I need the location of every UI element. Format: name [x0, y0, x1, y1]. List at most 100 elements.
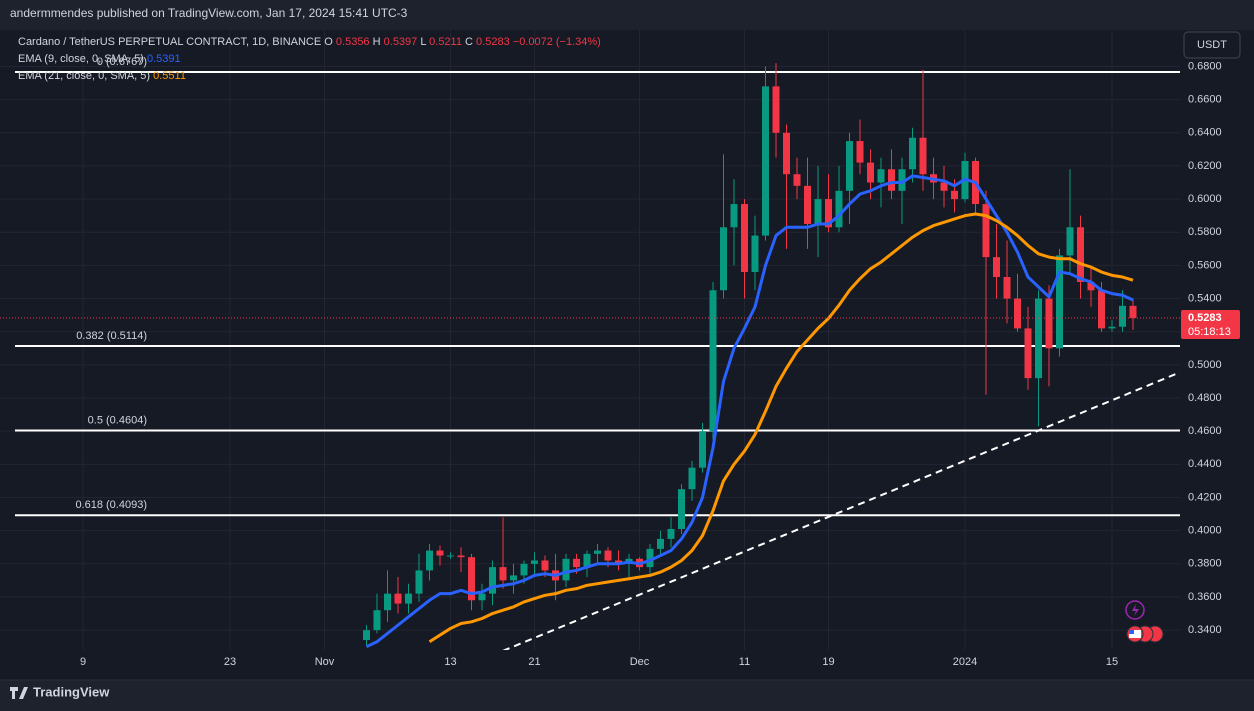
- candle-body: [856, 141, 864, 163]
- candle-body: [825, 199, 832, 228]
- candle-body: [405, 593, 412, 604]
- y-tick-label: 0.3800: [1188, 558, 1222, 570]
- currency-button[interactable]: [1183, 31, 1241, 59]
- publisher: andermmendes published on TradingView.co…: [10, 6, 408, 20]
- x-tick-label: 13: [444, 656, 456, 668]
- x-tick-label: 21: [528, 656, 540, 668]
- candle-body: [1066, 227, 1074, 256]
- ema-line: [365, 174, 1134, 649]
- candle-body: [520, 563, 528, 576]
- fib-label: 0.618 (0.4093): [75, 499, 147, 511]
- candle-body: [688, 467, 696, 490]
- candle-body: [888, 169, 895, 191]
- candle-body: [510, 575, 517, 581]
- legend-line: Cardano / TetherUS PERPETUAL CONTRACT, 1…: [18, 36, 601, 48]
- y-tick-label: 0.5800: [1188, 226, 1222, 238]
- y-tick-label: 0.5600: [1188, 259, 1222, 271]
- candle-body: [573, 558, 580, 568]
- legend-line: EMA (9, close, 0, SMA, 5) 0.5391: [18, 53, 181, 65]
- candle-body: [373, 610, 381, 631]
- candle-body: [478, 593, 486, 601]
- fib-label: 0 (0.6767): [97, 56, 147, 68]
- y-tick-label: 0.6800: [1188, 60, 1222, 72]
- candle-body: [594, 550, 601, 554]
- y-tick-label: 0.5400: [1188, 292, 1222, 304]
- y-tick-label: 0.4200: [1188, 491, 1222, 503]
- candle-body: [814, 199, 822, 224]
- candle-body: [583, 553, 591, 568]
- y-tick-label: 0.6400: [1188, 127, 1222, 139]
- ohlc-label: O: [324, 36, 333, 48]
- candle-body: [604, 550, 612, 561]
- candle-body: [415, 570, 423, 594]
- y-tick-label: 0.4400: [1188, 458, 1222, 470]
- candle-body: [667, 528, 675, 539]
- overlay: 0.3400 0.3600 0.3800 0.4000 0.4200 0.4400 0.46…: [18, 36, 1240, 668]
- candle-body: [531, 560, 538, 564]
- candle-body: [1035, 298, 1042, 379]
- y-tick-label: 0.6200: [1188, 160, 1222, 172]
- alert-icon[interactable]: [1125, 600, 1145, 620]
- y-tick-label: 0.3400: [1188, 624, 1222, 636]
- price-tag: [1181, 309, 1240, 339]
- fib-label: 0.382 (0.5114): [76, 330, 147, 342]
- candle-body: [730, 204, 738, 228]
- legend-line: EMA (21, close, 0, SMA, 5) 0.5511: [18, 70, 186, 82]
- plot: [0, 30, 1180, 650]
- ohlc-value: 0.5211: [429, 36, 462, 48]
- candle-body: [898, 169, 906, 191]
- candle-body: [982, 204, 990, 258]
- x-tick-label: 23: [224, 656, 236, 668]
- candle-body: [720, 227, 727, 291]
- candle-body: [468, 557, 475, 601]
- candle-body: [1024, 328, 1032, 379]
- x-tick-label: 19: [822, 656, 834, 668]
- candle-body: [1077, 227, 1084, 282]
- candle-body: [562, 558, 570, 581]
- candle-body: [804, 185, 811, 224]
- candle-body: [678, 489, 685, 529]
- x-tick-label: 9: [80, 656, 86, 668]
- y-tick-label: 0.4800: [1188, 392, 1222, 404]
- brand-logo: [10, 687, 28, 699]
- y-tick-label: 0.5000: [1188, 359, 1222, 371]
- candle-body: [1056, 255, 1063, 349]
- candle-body: [436, 550, 444, 556]
- candle-body: [867, 162, 874, 183]
- x-tick-label: Nov: [315, 656, 335, 668]
- indicator-value: 0.5511: [153, 70, 186, 82]
- ohlc-label: H: [373, 36, 381, 48]
- ohlc-value: 0.5356: [336, 36, 370, 48]
- candle-body: [1014, 298, 1021, 329]
- ohlc-value: 0.5397: [384, 36, 418, 48]
- ema-line: [428, 212, 1134, 643]
- indicator-name: EMA (9, close, 0, SMA, 5): [18, 53, 144, 65]
- candle-body: [772, 86, 780, 133]
- candle-body: [1119, 305, 1126, 327]
- x-tick-label: 11: [739, 656, 750, 668]
- candle-body: [909, 137, 916, 170]
- candle-body: [1098, 290, 1105, 329]
- candle-body: [457, 555, 465, 558]
- y-tick-label: 0.4600: [1188, 425, 1222, 437]
- candle-body: [951, 190, 958, 200]
- candle-body: [1087, 281, 1095, 291]
- x-tick-label: 2024: [953, 656, 977, 668]
- candle-body: [384, 593, 391, 611]
- candle-body: [793, 174, 801, 186]
- plot-bg: [0, 30, 1254, 680]
- y-tick-label: 0.6600: [1188, 94, 1222, 106]
- candle-body: [1003, 277, 1011, 299]
- y-tick-label: 0.4000: [1188, 525, 1222, 537]
- ohlc-value: 0.5283: [476, 36, 510, 48]
- candle-body: [751, 235, 759, 273]
- currency-label: USDT: [1197, 39, 1227, 51]
- y-tick-label: 0.6000: [1188, 193, 1222, 205]
- indicator-value: 0.5391: [147, 53, 181, 65]
- candle-body: [646, 548, 654, 568]
- price-tag-value: 0.5283: [1188, 312, 1222, 324]
- candle-body: [940, 182, 948, 191]
- ohlc-label: C: [465, 36, 473, 48]
- symbol-title: Cardano / TetherUS PERPETUAL CONTRACT, 1…: [18, 36, 321, 48]
